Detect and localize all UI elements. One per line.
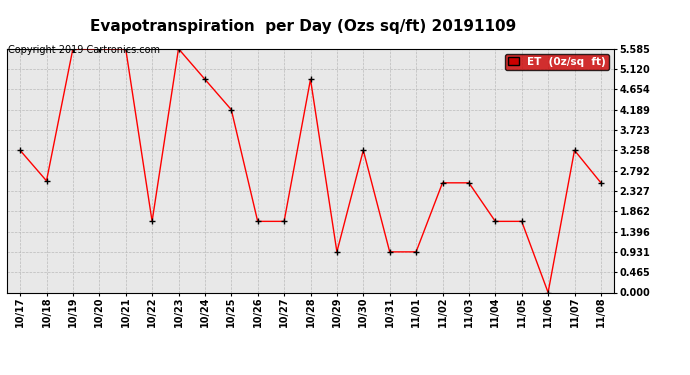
- Legend: ET  (0z/sq  ft): ET (0z/sq ft): [505, 54, 609, 70]
- Text: Copyright 2019 Cartronics.com: Copyright 2019 Cartronics.com: [8, 45, 160, 55]
- Text: Evapotranspiration  per Day (Ozs sq/ft) 20191109: Evapotranspiration per Day (Ozs sq/ft) 2…: [90, 19, 517, 34]
